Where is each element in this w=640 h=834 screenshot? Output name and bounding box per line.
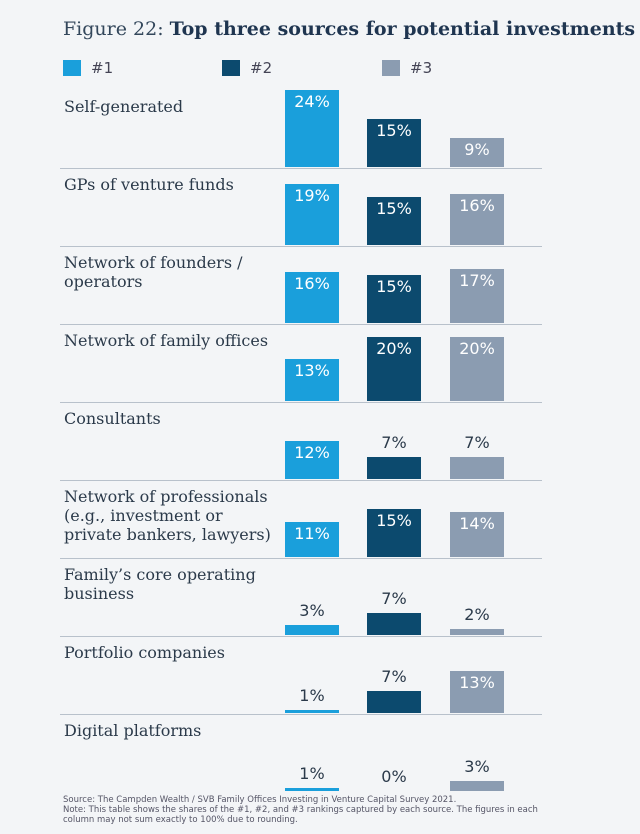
row-separator bbox=[60, 168, 542, 169]
category-label: Digital platforms bbox=[64, 721, 202, 740]
value-label: 9% bbox=[464, 140, 490, 160]
value-label: 15% bbox=[376, 511, 412, 530]
category-label: GPs of venture funds bbox=[64, 175, 234, 194]
bar bbox=[450, 628, 504, 635]
category-label: Family’s core operating business bbox=[64, 565, 256, 603]
value-label: 1% bbox=[299, 763, 325, 783]
bar bbox=[450, 268, 504, 323]
bar bbox=[450, 512, 504, 557]
value-label: 17% bbox=[459, 270, 495, 290]
row-separator bbox=[60, 324, 542, 325]
bar bbox=[285, 521, 339, 557]
row-separator bbox=[60, 480, 542, 481]
bar bbox=[367, 509, 421, 557]
value-label: 11% bbox=[294, 523, 330, 543]
bar bbox=[285, 271, 339, 323]
value-label: 14% bbox=[459, 514, 495, 534]
value-label: 13% bbox=[459, 673, 495, 693]
bar bbox=[450, 456, 504, 479]
category-label: Network of professionals (e.g., investme… bbox=[64, 487, 271, 544]
value-label: 15% bbox=[376, 121, 412, 140]
value-label: 24% bbox=[294, 92, 330, 112]
chart-title: Figure 22: Top three sources for potenti… bbox=[63, 18, 635, 40]
bar bbox=[285, 625, 339, 635]
legend-label: #3 bbox=[410, 59, 433, 77]
row-separator bbox=[60, 714, 542, 715]
figure-label: Figure 22: bbox=[63, 18, 164, 40]
value-label: 7% bbox=[381, 588, 407, 608]
value-label: 3% bbox=[299, 601, 325, 621]
bar bbox=[450, 781, 504, 791]
bar bbox=[450, 671, 504, 713]
value-label: 12% bbox=[294, 442, 330, 462]
row-separator bbox=[60, 402, 542, 403]
value-label: 16% bbox=[459, 195, 495, 215]
value-label: 7% bbox=[381, 666, 407, 686]
bar bbox=[367, 197, 421, 245]
bar bbox=[285, 709, 339, 713]
value-label: 15% bbox=[376, 277, 412, 296]
value-label: 1% bbox=[299, 685, 325, 705]
value-label: 16% bbox=[294, 273, 330, 293]
bar bbox=[285, 787, 339, 791]
category-label: Network of family offices bbox=[64, 331, 269, 350]
bar bbox=[450, 138, 504, 167]
bar bbox=[367, 337, 421, 401]
category-label: Network of founders / operators bbox=[64, 253, 243, 291]
value-label: 19% bbox=[294, 186, 330, 206]
value-label: 20% bbox=[459, 339, 495, 358]
bar bbox=[367, 612, 421, 635]
value-label: 2% bbox=[464, 604, 490, 624]
source: Source: The Campden Wealth / SVB Family … bbox=[63, 795, 457, 805]
value-label: 0% bbox=[381, 767, 407, 786]
category-label: Self-generated bbox=[64, 97, 184, 116]
footnote: Source: The Campden Wealth / SVB Family … bbox=[63, 795, 543, 825]
row-separator bbox=[60, 246, 542, 247]
bar bbox=[285, 359, 339, 401]
title: Top three sources for potential investme… bbox=[169, 18, 636, 40]
value-label: 15% bbox=[376, 199, 412, 218]
bar bbox=[285, 440, 339, 479]
row-separator bbox=[60, 636, 542, 637]
legend-swatch bbox=[222, 60, 240, 76]
legend-label: #1 bbox=[91, 59, 114, 77]
row-separator bbox=[60, 558, 542, 559]
legend-swatch bbox=[382, 60, 400, 76]
value-label: 13% bbox=[294, 361, 330, 381]
bar bbox=[367, 119, 421, 167]
category-label: Consultants bbox=[64, 409, 161, 428]
value-label: 7% bbox=[464, 432, 490, 452]
value-label: 3% bbox=[464, 757, 490, 777]
category-label: Portfolio companies bbox=[64, 643, 225, 662]
note: Note: This table shows the shares of the… bbox=[63, 805, 538, 825]
bar bbox=[367, 275, 421, 323]
value-label: 7% bbox=[381, 432, 407, 452]
bar bbox=[285, 184, 339, 245]
legend-label: #2 bbox=[250, 59, 273, 77]
bar bbox=[450, 337, 504, 401]
legend-swatch bbox=[63, 60, 81, 76]
bar bbox=[450, 193, 504, 245]
bar bbox=[367, 690, 421, 713]
bar bbox=[367, 456, 421, 479]
bar bbox=[285, 90, 339, 167]
value-label: 20% bbox=[376, 339, 412, 358]
